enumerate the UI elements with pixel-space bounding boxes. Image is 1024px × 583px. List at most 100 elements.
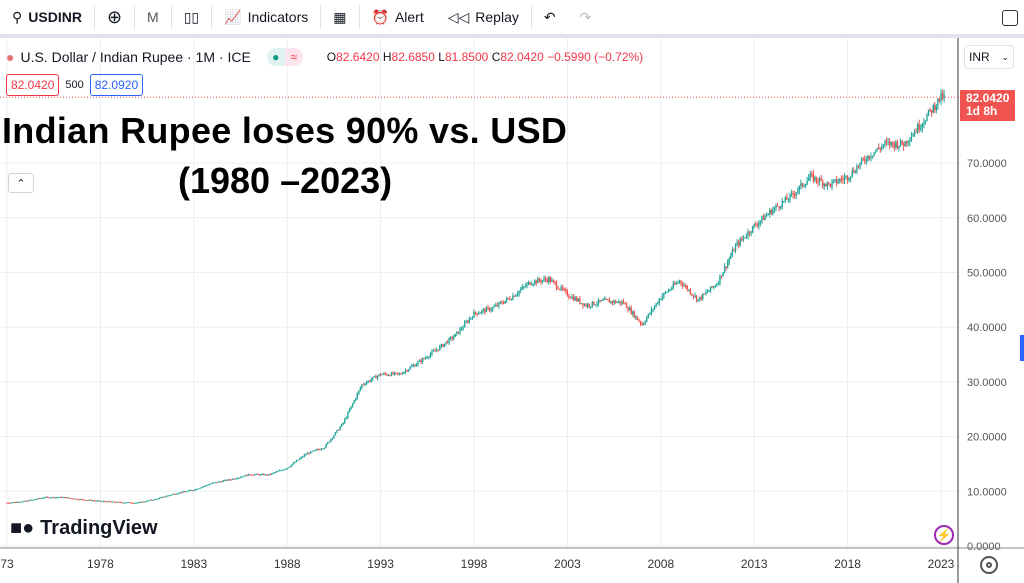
candle-body	[183, 491, 186, 493]
chart-type-button[interactable]: ▯▯	[172, 5, 213, 29]
candle-body	[320, 448, 323, 450]
candle-body	[397, 372, 399, 374]
replay-button[interactable]: ◁◁ Replay	[436, 5, 532, 29]
sell-price[interactable]: 82.0420	[6, 74, 60, 96]
candle-body	[179, 492, 181, 494]
candle-body	[703, 293, 706, 295]
checkbox[interactable]	[1002, 10, 1018, 26]
candle-body	[199, 487, 201, 489]
candle-body	[801, 183, 804, 187]
candle-body	[177, 493, 179, 495]
candle-body	[937, 98, 939, 106]
candle-body	[235, 478, 237, 480]
tradingview-logo[interactable]: ■● TradingView	[10, 517, 158, 540]
candle-body	[35, 498, 38, 500]
candle-body	[292, 462, 295, 465]
candle-body	[239, 477, 242, 479]
candle-body	[246, 475, 248, 477]
y-tick-label: 50.0000	[967, 268, 1007, 280]
candle-body	[264, 474, 267, 476]
symbol-label: USDINR	[28, 9, 82, 25]
candle-body	[649, 313, 651, 315]
candle-body	[316, 449, 318, 451]
candle-body	[107, 501, 109, 503]
undo-button[interactable]: ↶	[532, 5, 568, 29]
candle-body	[87, 500, 89, 502]
interval-button[interactable]: M	[135, 5, 172, 29]
x-tick-label: 73	[0, 557, 14, 571]
candle-body	[680, 280, 682, 284]
candle-body	[725, 266, 727, 268]
candle-body	[487, 307, 489, 309]
candle-body	[249, 474, 251, 476]
ohlc-values: O82.6420 H82.6850 L81.8500 C82.0420 −0.5…	[326, 50, 644, 64]
top-toolbar: ⚲ USDINR ⊕ M ▯▯ 📈 Indicators ▦ ⏰ Alert ◁◁ Re…	[0, 0, 1024, 38]
candle-body	[548, 277, 550, 282]
indicators-button[interactable]: 📈 Indicators	[212, 5, 322, 29]
collapse-legend-button[interactable]: ⌃	[8, 173, 34, 193]
candle-body	[449, 337, 452, 339]
settings-icon[interactable]	[980, 556, 998, 574]
candle-body	[815, 176, 818, 181]
candle-body	[186, 490, 189, 492]
candle-body	[576, 297, 578, 302]
candle-body	[708, 290, 710, 292]
buy-price[interactable]: 82.0920	[89, 74, 144, 96]
candle-body	[512, 295, 514, 300]
candle-body	[137, 502, 139, 504]
candle-body	[21, 501, 24, 503]
candle-body	[814, 176, 816, 181]
currency-select[interactable]: INR ⌄	[964, 45, 1014, 69]
candle-body	[232, 478, 234, 480]
layouts-button[interactable]: ▦	[321, 5, 360, 29]
price-chart[interactable]: 0.0000 10.0000 20.0000 30.0000 40.0000 50.000…	[0, 38, 1024, 583]
candle-body	[109, 501, 111, 503]
candle-body	[288, 467, 290, 469]
candle-body	[692, 295, 695, 297]
candle-body	[521, 286, 523, 290]
redo-button[interactable]: ↷	[568, 5, 604, 29]
candle-body	[918, 124, 920, 130]
candle-body	[691, 293, 693, 296]
candle-body	[699, 296, 701, 300]
candle-body	[79, 499, 81, 501]
candle-body	[465, 321, 467, 323]
candle-body	[26, 500, 28, 502]
plus-circle-icon: ⊕	[106, 6, 123, 27]
candle-body	[504, 300, 506, 304]
alert-button[interactable]: ⏰ Alert	[360, 5, 436, 29]
candle-body	[874, 150, 877, 153]
candle-body	[351, 403, 354, 407]
candle-body	[255, 473, 257, 475]
candle-body	[753, 224, 755, 226]
market-status[interactable]: ● ≈	[266, 48, 303, 66]
y-tick-label: 60.0000	[967, 213, 1007, 225]
compare-button[interactable]: ⊕	[95, 5, 136, 29]
candle-body	[666, 292, 668, 294]
candle-body	[834, 179, 836, 181]
candle-body	[624, 303, 626, 305]
candle-body	[256, 473, 259, 475]
candle-body	[166, 495, 169, 497]
candle-body	[305, 454, 307, 456]
lightning-icon[interactable]: ⚡	[934, 525, 954, 545]
candle-body	[563, 289, 565, 291]
candle-body	[403, 371, 405, 374]
candle-body	[490, 309, 492, 311]
candle-body	[99, 500, 102, 502]
symbol-search[interactable]: ⚲ USDINR	[0, 5, 95, 29]
candle-body	[347, 412, 349, 418]
candle-body	[49, 497, 52, 499]
candle-body	[387, 375, 390, 377]
candles-icon: ▯▯	[183, 8, 200, 25]
candle-body	[605, 298, 608, 300]
candle-body	[414, 365, 416, 367]
candle-body	[689, 289, 692, 294]
candle-body	[879, 148, 881, 150]
candle-body	[630, 308, 632, 314]
candle-body	[546, 279, 548, 282]
candle-body	[881, 146, 883, 150]
candle-body	[593, 301, 595, 306]
candle-body	[658, 299, 660, 304]
candle-body	[393, 372, 396, 375]
